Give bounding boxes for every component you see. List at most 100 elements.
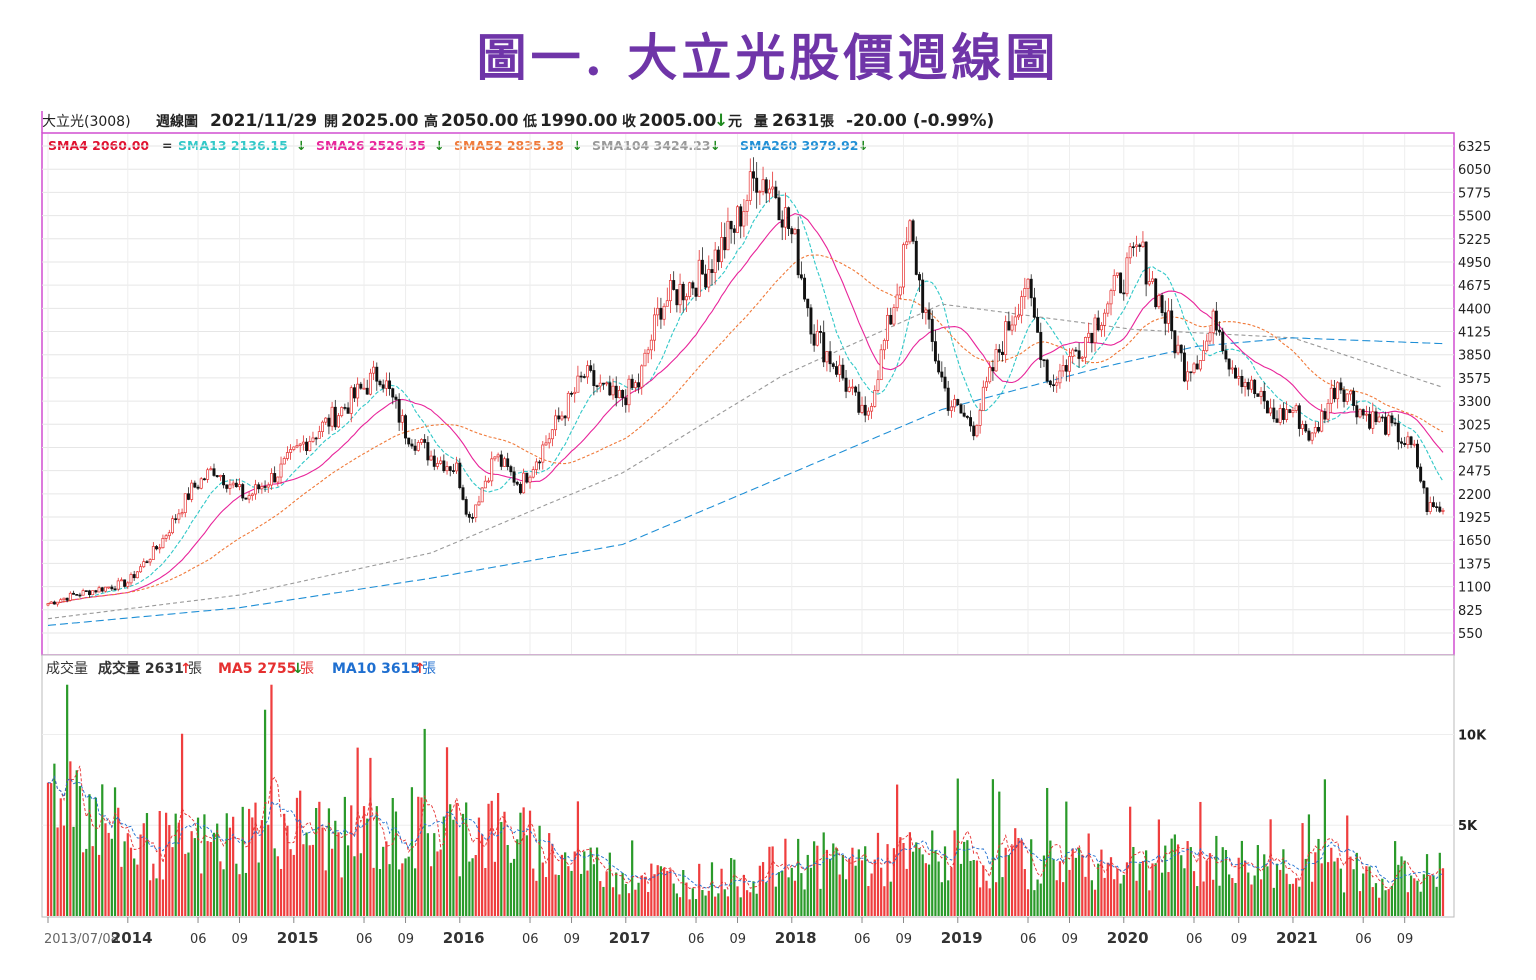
volume-bar xyxy=(407,856,410,916)
candle-body xyxy=(314,437,318,440)
candle-body xyxy=(637,382,641,388)
volume-bar xyxy=(126,833,129,916)
volume-bar xyxy=(1145,850,1148,916)
date-tick-label: 06 xyxy=(522,932,539,947)
volume-bar xyxy=(905,868,908,916)
volume-bar xyxy=(739,897,742,916)
volume-bar xyxy=(133,858,136,916)
candle-body xyxy=(566,392,570,419)
volume-bar xyxy=(420,797,423,916)
volume-bar xyxy=(477,817,481,916)
unit-label: 元 xyxy=(728,114,742,130)
close-value: 2005.00 xyxy=(639,111,717,131)
volume-bar xyxy=(496,792,500,916)
volume-bar xyxy=(161,879,165,916)
candle-body xyxy=(1230,367,1234,370)
volume-bar xyxy=(1192,871,1196,916)
candle-body xyxy=(174,518,178,521)
candle-body xyxy=(1064,365,1068,372)
candle-body xyxy=(218,475,222,478)
volume-bar xyxy=(519,812,522,916)
candle-body xyxy=(573,391,577,394)
date-tick-label: 09 xyxy=(1231,932,1248,947)
price-tick-label: 6050 xyxy=(1458,163,1491,178)
volume-bar xyxy=(1336,857,1339,916)
candle-body xyxy=(1039,332,1043,361)
candle-body xyxy=(135,571,139,579)
price-tick-label: 4950 xyxy=(1458,256,1491,271)
candle-body xyxy=(863,404,867,416)
candle-body xyxy=(850,386,854,389)
candle-body xyxy=(384,380,388,389)
candle-body xyxy=(225,484,229,489)
volume-bar xyxy=(653,874,656,916)
candle-body xyxy=(467,513,471,518)
volume-bar xyxy=(659,866,663,916)
stock-name: 大立光(3008) xyxy=(42,114,131,130)
candle-body xyxy=(311,437,315,442)
volume-bar xyxy=(1062,882,1065,916)
volume-bar xyxy=(1330,847,1333,916)
candle-body xyxy=(1345,393,1349,402)
candle-body xyxy=(206,469,210,480)
candle-body xyxy=(471,517,475,519)
volume-bar xyxy=(1202,881,1205,916)
volume-bar xyxy=(666,870,669,916)
volume-bar xyxy=(257,862,260,916)
candle-body xyxy=(356,383,360,399)
volume-bar xyxy=(532,868,535,916)
volume-bar xyxy=(994,882,998,916)
volume-bar xyxy=(1205,860,1208,916)
volume-bar xyxy=(343,796,346,916)
candle-body xyxy=(148,559,152,563)
candle-body xyxy=(1221,331,1225,352)
volume-bar xyxy=(1298,886,1301,916)
candle-body xyxy=(343,407,347,409)
volume-bar xyxy=(136,864,139,916)
volume-bar xyxy=(190,831,193,916)
candle-body xyxy=(75,594,79,596)
candle-body xyxy=(758,191,762,193)
candle-body xyxy=(1259,390,1263,397)
volume-bar xyxy=(1422,874,1425,916)
candle-body xyxy=(1198,360,1202,370)
volume-bar xyxy=(129,847,133,916)
period-label: 週線圖 xyxy=(156,113,198,130)
candle-body xyxy=(847,386,851,392)
volume-bar xyxy=(305,832,308,916)
volume-bar xyxy=(1058,861,1062,916)
volume-bar xyxy=(244,872,248,916)
volume-bar xyxy=(394,811,398,916)
candle-body xyxy=(1240,375,1244,388)
volume-bar xyxy=(589,847,592,916)
candle-body xyxy=(432,455,436,467)
candle-body xyxy=(780,219,784,228)
volume-bar xyxy=(1090,880,1093,916)
volume-bar xyxy=(1100,849,1103,916)
candle-body xyxy=(1313,427,1317,434)
candle-body xyxy=(397,399,401,423)
volume-bar xyxy=(219,861,222,916)
volume-bar xyxy=(851,847,854,916)
volume-bar xyxy=(1419,891,1422,916)
candle-body xyxy=(496,454,500,458)
volume-bar xyxy=(155,878,158,916)
volume-bar xyxy=(583,851,586,916)
candle-body xyxy=(1099,324,1103,331)
candle-body xyxy=(1329,387,1333,404)
volume-bar xyxy=(1403,860,1406,916)
date-tick-label: 2017 xyxy=(609,929,651,947)
volume-bar xyxy=(321,827,324,916)
volume-bar xyxy=(372,867,375,916)
volume-bar xyxy=(1183,868,1186,916)
candle-body xyxy=(1061,365,1065,372)
candle-body xyxy=(84,590,88,592)
price-tick-label: 5225 xyxy=(1458,233,1491,248)
candle-body xyxy=(429,455,433,461)
price-tick-label: 3575 xyxy=(1458,372,1491,387)
close-down-arrow: ↓ xyxy=(714,111,728,131)
volume-bar xyxy=(267,824,270,916)
date-tick-label: 06 xyxy=(190,932,207,947)
candle-body xyxy=(1151,278,1154,282)
volume-bar xyxy=(615,872,618,916)
